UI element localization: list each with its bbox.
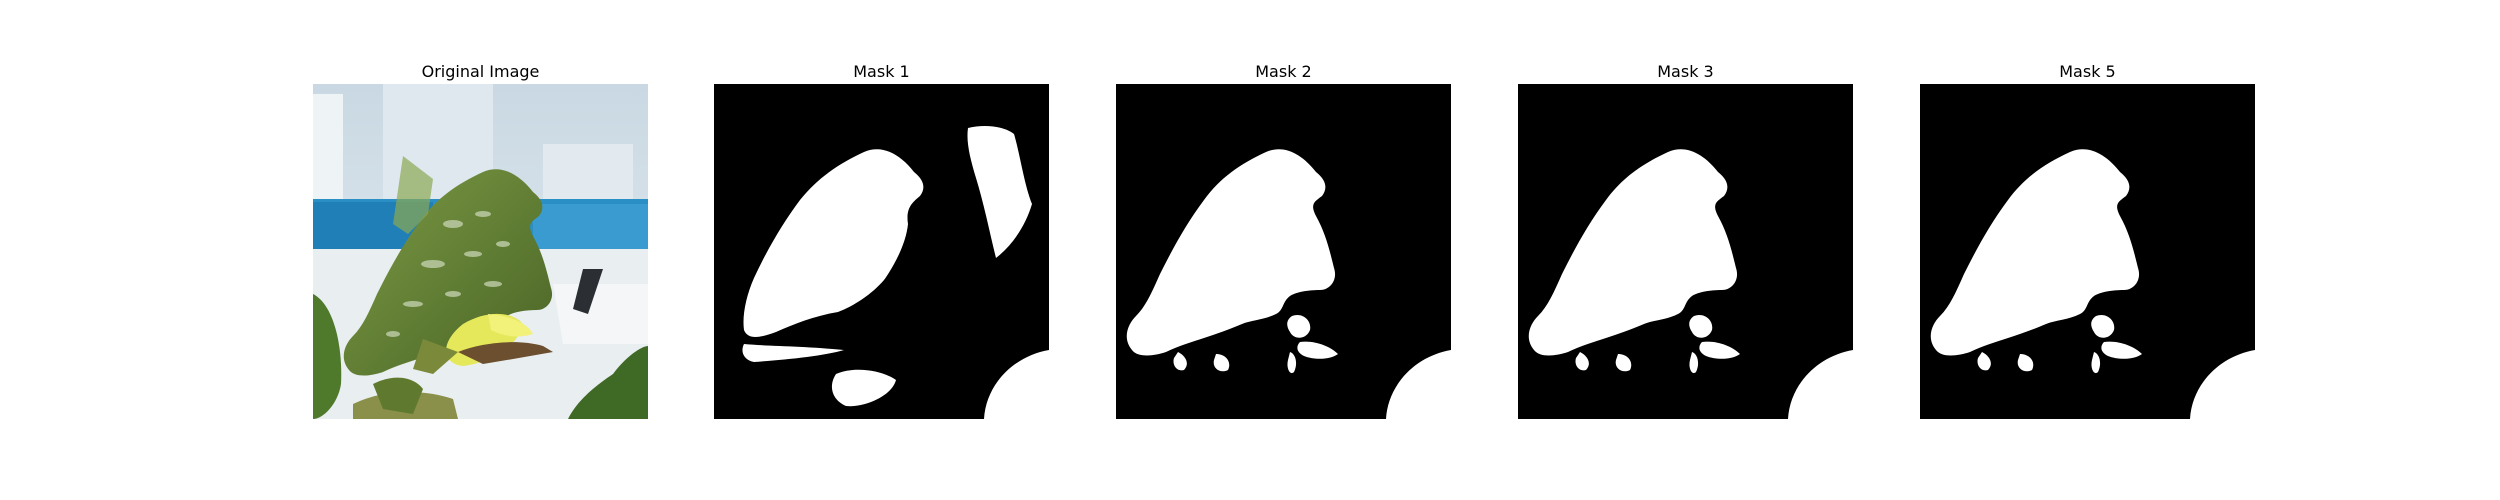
- panel-mask-2: Mask 2: [1116, 62, 1451, 419]
- original-image-photo: [313, 84, 648, 419]
- mask-image: [1518, 84, 1853, 419]
- mask-image: [1920, 84, 2255, 419]
- panel-mask-1: Mask 1: [714, 62, 1049, 419]
- panel-mask-5: Mask 5: [1920, 62, 2255, 419]
- panel-title: Mask 3: [1657, 62, 1714, 81]
- panel-original-image: Original Image: [313, 62, 648, 419]
- panel-title: Mask 2: [1255, 62, 1312, 81]
- panel-mask-3: Mask 3: [1518, 62, 1853, 419]
- mask-2-image: [1116, 84, 1451, 419]
- mask-3-image: [1518, 84, 1853, 419]
- panel-title: Mask 1: [853, 62, 910, 81]
- panel-title: Mask 5: [2059, 62, 2116, 81]
- mask-image: [714, 84, 1049, 419]
- leaf-photo: [313, 84, 648, 419]
- mask-image: [1116, 84, 1451, 419]
- panel-title: Original Image: [421, 62, 540, 81]
- mask-1-image: [714, 84, 1049, 419]
- mask-5-image: [1920, 84, 2255, 419]
